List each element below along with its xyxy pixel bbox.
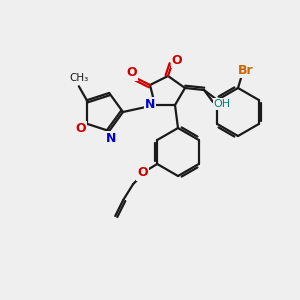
Text: N: N: [145, 98, 155, 110]
Text: O: O: [127, 67, 137, 80]
Text: O: O: [172, 53, 182, 67]
Text: O: O: [76, 122, 86, 135]
Text: N: N: [106, 131, 116, 145]
Text: OH: OH: [213, 99, 231, 109]
Text: CH₃: CH₃: [69, 73, 88, 83]
Text: O: O: [137, 167, 148, 179]
Text: Br: Br: [238, 64, 254, 76]
